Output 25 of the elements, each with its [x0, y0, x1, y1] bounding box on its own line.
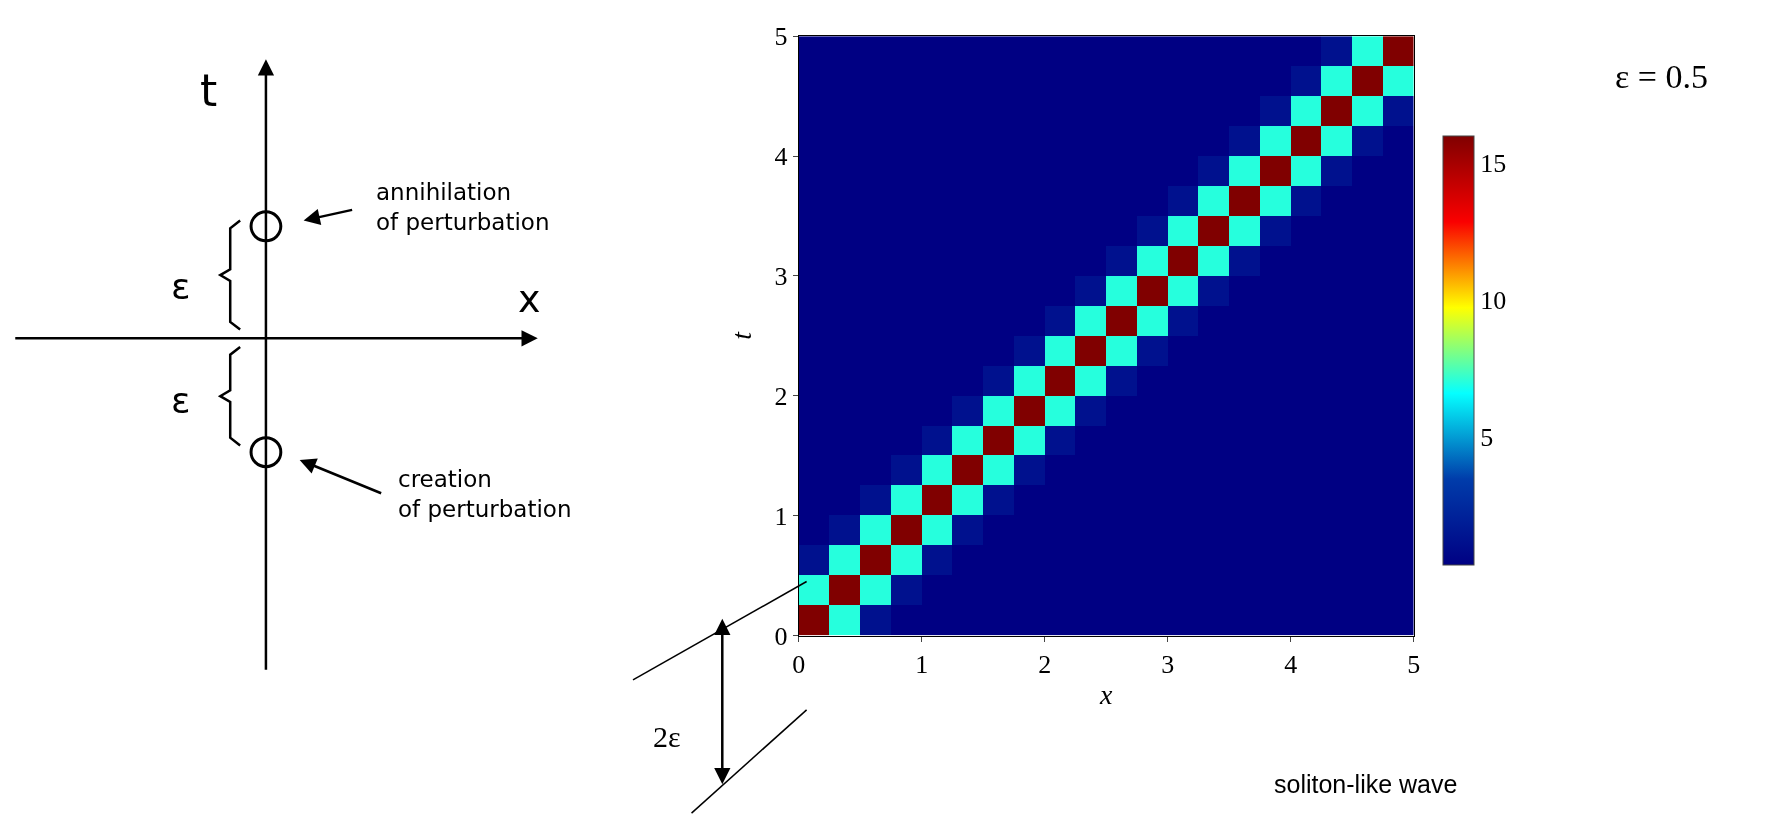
text: x [518, 277, 541, 321]
x-tick-label: 5 [1407, 649, 1421, 679]
x-tick-label: 2 [1038, 649, 1052, 679]
color-bar-label: 5 [1480, 422, 1494, 452]
x-tick-label: 4 [1284, 649, 1298, 679]
text: creation of perturbation [398, 466, 572, 522]
color-bar-label: 15 [1480, 149, 1507, 179]
y-tick-label: 0 [774, 621, 788, 651]
color-bar-label: 10 [1480, 285, 1507, 315]
y-tick-label: 3 [774, 262, 788, 292]
x-axis-title: x [1099, 678, 1113, 710]
text: ε [171, 380, 191, 421]
text: soliton-like wave [1274, 770, 1458, 798]
y-axis-title: t [726, 330, 758, 340]
y-tick-label: 2 [774, 381, 788, 411]
text: ε [171, 266, 191, 307]
text: annihilation of perturbation [376, 179, 550, 235]
y-tick-label: 1 [774, 501, 788, 531]
y-tick-label: 5 [774, 22, 788, 52]
x-tick-label: 1 [915, 649, 929, 679]
text: t [200, 65, 218, 116]
y-tick-label: 4 [774, 142, 788, 172]
text: ε = 0.5 [1615, 58, 1708, 95]
text: 2ε [653, 720, 681, 753]
x-tick-label: 3 [1161, 649, 1175, 679]
